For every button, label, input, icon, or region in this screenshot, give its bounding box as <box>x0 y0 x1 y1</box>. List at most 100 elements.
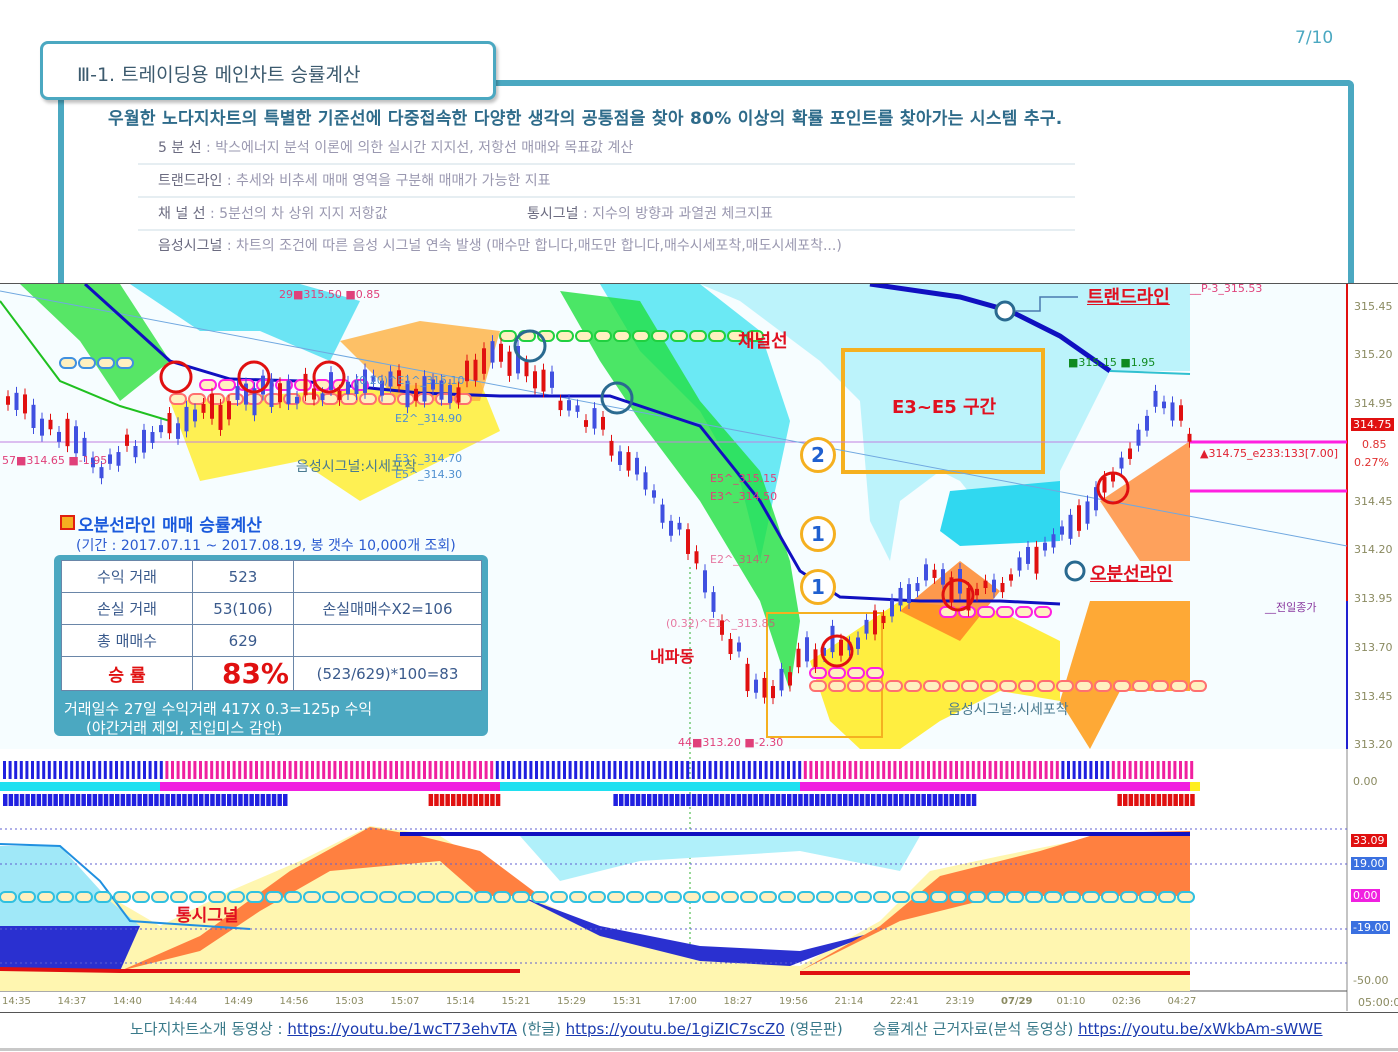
indicator-bar <box>305 761 309 779</box>
channel-chain <box>284 891 302 903</box>
indicator-block <box>1179 794 1184 806</box>
indicator-bar <box>210 761 214 779</box>
indicator-bar <box>971 761 975 779</box>
candle <box>14 392 19 410</box>
osc-upper-tag: 19.00 <box>1351 857 1387 870</box>
indicator-block <box>714 794 719 806</box>
candle <box>150 431 155 443</box>
desc-text: : 5분선의 차 상위 지지 저항값 <box>205 206 388 222</box>
trendline-label: 트랜드라인 <box>1087 287 1170 308</box>
indicator-bar <box>787 761 790 779</box>
indicator-bar <box>871 761 874 779</box>
candle <box>907 584 911 604</box>
channel-chain <box>569 891 587 903</box>
indicator-bar <box>59 761 62 779</box>
video-link-english[interactable]: https://youtu.be/1giZIC7scZ0 <box>565 1020 785 1038</box>
headline: 우월한 노다지차트의 특별한 기준선에 다중접속한 다양한 생각의 공통점을 찾… <box>108 109 1063 129</box>
indicator-bar <box>1083 761 1087 779</box>
indicator-bar <box>507 761 510 779</box>
marker-1: 1 <box>800 569 836 605</box>
time-axis-label: 22:41 <box>890 996 919 1007</box>
candle <box>142 429 146 453</box>
price-note: E3^_314.70 <box>395 452 463 465</box>
indicator-block <box>1184 794 1190 806</box>
indicator-bar <box>535 761 538 779</box>
video-link-korean[interactable]: https://youtu.be/1wcT73ehvTA <box>287 1020 517 1038</box>
indicator-bar <box>322 761 326 779</box>
indicator-bar <box>1179 761 1182 779</box>
indicator-bar <box>445 761 449 779</box>
title-tab: Ⅲ-1. 트레이딩용 메인차트 승률계산 <box>40 41 496 100</box>
indicator-bar <box>1089 761 1093 779</box>
indicator-block <box>719 794 725 806</box>
indicator-bar <box>451 761 454 779</box>
channel-chain <box>721 891 739 903</box>
indicator-bar <box>288 761 292 779</box>
channel-chain <box>56 891 74 903</box>
indicator-bar <box>1151 761 1154 779</box>
indicator-block <box>910 794 915 806</box>
channel-chain <box>208 891 226 903</box>
indicator-block <box>680 794 686 806</box>
channel-chain <box>398 891 416 903</box>
indicator-block <box>115 794 120 806</box>
indicator-block <box>193 794 198 806</box>
indicator-bar <box>238 761 242 779</box>
candle <box>677 522 682 530</box>
candle <box>890 599 894 617</box>
osc-area <box>800 831 1190 971</box>
indicator-block <box>439 794 445 806</box>
price-note: (0.32)^E1^_313.85 <box>666 617 776 630</box>
indicator-block <box>932 794 938 806</box>
indicator-bar <box>591 761 594 779</box>
channel-chain <box>1132 680 1150 692</box>
candle <box>1085 501 1090 524</box>
indicator-block <box>949 794 954 806</box>
desc-term: 채 널 선 <box>158 206 206 222</box>
channel-chain <box>1094 680 1112 692</box>
candle <box>167 413 172 434</box>
indicator-bar <box>182 761 186 779</box>
channel-chain <box>1063 891 1081 903</box>
indicator-block <box>42 794 47 806</box>
indicator-bar <box>277 761 281 779</box>
channel-chain <box>885 680 903 692</box>
indicator-band <box>1190 782 1200 791</box>
channel-chain <box>474 891 492 903</box>
indicator-bar <box>227 761 230 779</box>
indicator-bar <box>434 761 438 779</box>
green-band <box>560 291 800 691</box>
indicator-band <box>500 782 800 791</box>
candle <box>771 686 775 699</box>
marker-circle <box>1064 560 1086 582</box>
video-link-analysis[interactable]: https://youtu.be/xWkbAm-sWWE <box>1078 1020 1323 1038</box>
channel-chain <box>999 680 1017 692</box>
indicator-bar <box>299 761 303 779</box>
indicator-bar <box>81 761 85 779</box>
indicator-bar <box>143 761 146 779</box>
candle <box>516 346 520 374</box>
channel-chain <box>1044 891 1062 903</box>
candle <box>82 437 87 457</box>
candle <box>252 388 257 416</box>
indicator-block <box>25 794 30 806</box>
channel-chain <box>835 891 853 903</box>
indicator-bar <box>563 761 566 779</box>
indicator-block <box>887 794 893 806</box>
candle <box>915 583 920 592</box>
candle <box>354 380 359 394</box>
indicator-block <box>467 794 473 806</box>
channel-chain <box>847 680 865 692</box>
candle <box>31 404 36 428</box>
indicator-block <box>904 794 910 806</box>
channel-chain <box>949 891 967 903</box>
indicator-bar <box>411 761 415 779</box>
indicator-block <box>159 794 165 806</box>
stats-table: 수익 거래 523 손실 거래 53(106) 손실매매수X2=106 총 매매수 62… <box>61 560 482 691</box>
candle <box>176 423 180 439</box>
channel-chain <box>987 891 1005 903</box>
channel-chain <box>689 330 707 342</box>
channel-chain <box>340 393 358 405</box>
indicator-block <box>215 794 221 806</box>
desc-text: : 지수의 방향과 과열권 체크지표 <box>578 206 773 222</box>
